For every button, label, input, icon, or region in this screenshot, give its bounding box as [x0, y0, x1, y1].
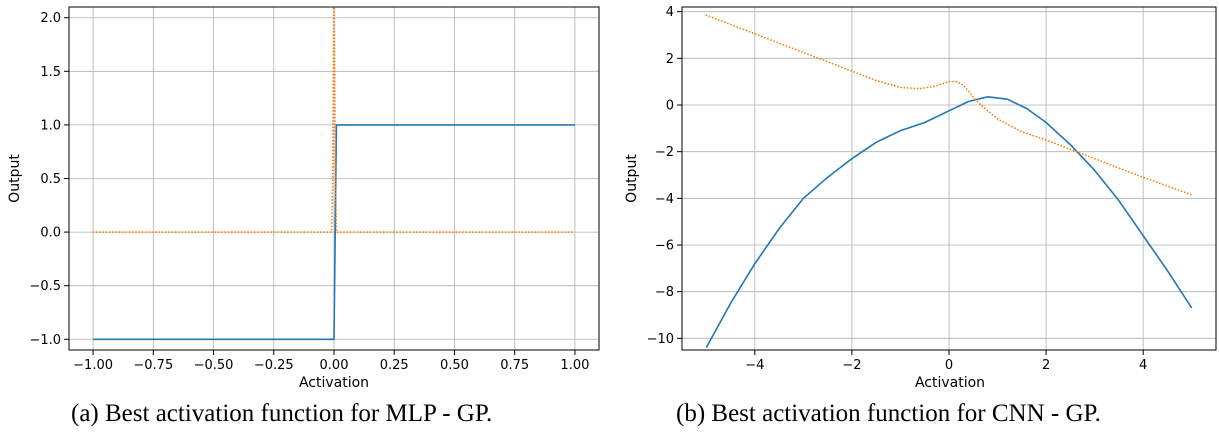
y-tick-label: 4 — [666, 5, 674, 20]
y-tick-label: −6 — [655, 239, 674, 254]
x-axis-label: Activation — [299, 375, 369, 391]
y-tick-label: −8 — [655, 285, 674, 300]
y-tick-label: 0.5 — [40, 172, 61, 187]
x-tick-label: 2 — [1042, 358, 1050, 373]
series-group — [92, 7, 576, 341]
x-tick-label: −0.75 — [133, 358, 173, 373]
x-tick-label: 0.75 — [500, 358, 529, 373]
chart-a-mlp: −1.00 −0.75 −0.50 −0.25 0.00 0.25 0.50 0.75 1.00… — [7, 6, 600, 391]
y-tick-label: 0 — [666, 99, 674, 114]
y-tick-label: −0.5 — [29, 279, 61, 294]
x-tick-label: 0.00 — [320, 358, 349, 373]
x-tick-label: −1.00 — [73, 358, 113, 373]
y-tick-label: −4 — [655, 192, 674, 207]
y-axis-label: Output — [7, 154, 23, 203]
y-axis-label: Output — [624, 154, 640, 203]
figure-canvas: −1.00 −0.75 −0.50 −0.25 0.00 0.25 0.50 0.75 1.00… — [7, 5, 1217, 391]
x-tick-label: −0.50 — [194, 358, 234, 373]
x-axis-label: Activation — [915, 375, 985, 391]
y-tick-label: 1.5 — [40, 65, 61, 80]
series-line-dotted — [92, 7, 576, 233]
x-tick-label: −2 — [842, 358, 861, 373]
x-tick-label: 0.25 — [380, 358, 409, 373]
x-tick-label: 4 — [1139, 358, 1147, 373]
y-tick-label: −10 — [647, 332, 674, 347]
y-tick-label: 2 — [666, 52, 674, 67]
x-tick-label: 1.00 — [560, 358, 589, 373]
x-tick-label: −0.25 — [254, 358, 294, 373]
x-tick-label: 0 — [945, 358, 953, 373]
x-tick-label: −4 — [745, 358, 764, 373]
chart-b-cnn: −4 −2 0 2 4 −10 −8 −6 −4 −2 0 2 4 Activation Output — [624, 5, 1217, 391]
series-line-solid — [705, 96, 1193, 349]
series-line-dotted — [705, 14, 1193, 196]
caption-b: (b) Best activation function for CNN - G… — [676, 400, 1101, 427]
y-tick-label: 2.0 — [40, 11, 61, 26]
y-tick-label: 0.0 — [40, 226, 61, 241]
caption-a: (a) Best activation function for MLP - G… — [71, 400, 493, 427]
y-tick-label: −2 — [655, 145, 674, 160]
y-tick-label: 1.0 — [40, 118, 61, 133]
x-tick-label: 0.50 — [440, 358, 469, 373]
series-group — [705, 14, 1193, 349]
series-line-solid — [93, 124, 575, 341]
y-tick-label: −1.0 — [29, 333, 61, 348]
